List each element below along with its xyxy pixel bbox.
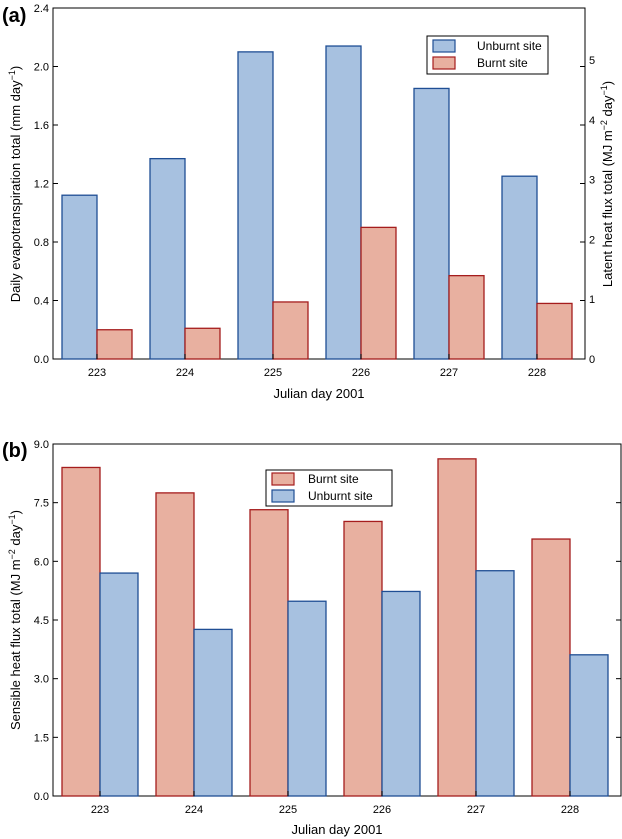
panel-a-bar-unburnt-site-227: [413, 87, 450, 360]
panel-a-legend: Unburnt site Burnt site: [426, 35, 549, 75]
panel-a-bar-unburnt-site-226: [325, 45, 362, 360]
panel-a-bar-burnt-site-225: [272, 301, 309, 360]
panel-b-legend-swatch-burnt: [271, 472, 295, 486]
panel-a-y2-tick-label: 4: [589, 115, 595, 127]
panel-b-bar-unburnt-site-224: [193, 628, 233, 797]
panel-a-bar-burnt-site-227: [448, 274, 485, 360]
panel-b-legend: Burnt site Unburnt site: [265, 469, 393, 507]
panel-a-x-ticks: 223 224 225 226 227 228: [88, 354, 546, 379]
panel-b-bar-burnt-site-223: [61, 466, 101, 797]
panel-b-legend-swatch-unburnt: [271, 489, 295, 503]
panel-b-x-tick-label: 226: [373, 804, 391, 816]
panel-a-bar-burnt-site-224: [184, 327, 221, 360]
panel-a-y-tick-label: 2.0: [34, 62, 49, 74]
panel-b-x-tick-label: 225: [279, 804, 297, 816]
panel-b-label: (b): [2, 440, 28, 462]
panel-a-legend-swatch-burnt: [432, 56, 456, 70]
panel-a-bar-burnt-site-226: [360, 226, 397, 360]
panel-a-bar-unburnt-site-225: [237, 51, 274, 360]
panel-b-x-ticks: 223 224 225 226 227 228: [91, 791, 579, 816]
panel-a-y2-tick-label: 3: [589, 175, 595, 187]
panel-b-y-tick-label: 7.5: [34, 498, 49, 510]
panel-b-y-ticks: 0.0 1.5 3.0 4.5 6.0 7.5 9.0: [34, 439, 621, 803]
panel-a-y-axis-label: Daily evapotranspiration total (mm day−1…: [7, 66, 23, 302]
panel-b-bar-unburnt-site-228: [569, 654, 609, 797]
panel-b-bar-burnt-site-226: [343, 520, 383, 797]
panel-a-y-tick-label: 1.6: [34, 120, 49, 132]
panel-a-bar-unburnt-site-228: [501, 175, 538, 360]
panel-a-y-tick-label: 0.8: [34, 237, 49, 249]
panel-b-bar-burnt-site-224: [155, 492, 195, 797]
panel-b-bars: [61, 458, 609, 797]
panel-a-legend-label-burnt: Burnt site: [477, 56, 528, 70]
panel-b-bar-burnt-site-228: [531, 538, 571, 797]
panel-a-y-tick-label: 0.4: [34, 296, 49, 308]
panel-b-bar-unburnt-site-227: [475, 570, 515, 797]
panel-a-x-axis-label: Julian day 2001: [273, 386, 364, 401]
panel-b-legend-label-burnt: Burnt site: [308, 472, 359, 486]
panel-b-y-tick-label: 4.5: [34, 615, 49, 627]
panel-a-legend-label-unburnt: Unburnt site: [477, 39, 542, 53]
panel-a-x-tick-label: 227: [440, 367, 458, 379]
panel-a-x-tick-label: 223: [88, 367, 106, 379]
panel-a-bar-unburnt-site-224: [149, 157, 186, 360]
panel-b-bar-burnt-site-225: [249, 509, 289, 797]
panel-b-bar-unburnt-site-225: [287, 600, 327, 797]
panel-a-bar-burnt-site-228: [536, 302, 573, 360]
panel-a-legend-swatch-unburnt: [432, 39, 456, 53]
panel-a-bar-unburnt-site-223: [61, 194, 98, 360]
panel-b-x-tick-label: 223: [91, 804, 109, 816]
panel-a-y2-ticks: 0 1 2 3 4 5: [589, 55, 595, 366]
panel-a-label: (a): [2, 5, 26, 27]
panel-b: (b) 0.01.53.04.56.07.59.0 223 224 225 226 22…: [2, 439, 622, 837]
panel-a-y2-tick-label: 5: [589, 55, 595, 67]
panel-b-x-axis-label: Julian day 2001: [291, 822, 382, 837]
panel-a-y-tick-label: 1.2: [34, 179, 49, 191]
panel-a-y-tick-label: 2.4: [34, 3, 49, 15]
panel-b-x-tick-label: 228: [561, 804, 579, 816]
panel-a-bars: [61, 45, 573, 360]
panel-b-legend-label-unburnt: Unburnt site: [308, 489, 373, 503]
panel-a-bar-burnt-site-223: [96, 329, 133, 360]
panel-a-y-ticks: 0.0 0.4 0.8 1.2 1.6 2.0 2.4: [34, 3, 585, 366]
panel-b-y-axis-label: Sensible heat flux total (MJ m−2 day−1): [7, 510, 23, 730]
panel-b-y-tick-label: 3.0: [34, 674, 49, 686]
panel-a-y2-tick-label: 2: [589, 234, 595, 246]
panel-b-y-tick-label: 1.5: [34, 732, 49, 744]
panel-a-x-tick-label: 224: [176, 367, 194, 379]
panel-a-y2-axis-label: Latent heat flux total (MJ m−2 day−1): [599, 81, 615, 287]
panel-a-y2-tick-label: 0: [589, 354, 595, 366]
panel-a-x-tick-label: 225: [264, 367, 282, 379]
panel-b-bar-unburnt-site-226: [381, 590, 421, 797]
panel-b-bar-unburnt-site-223: [99, 572, 139, 797]
panel-a-x-tick-label: 228: [528, 367, 546, 379]
panel-b-y-tick-label: 9.0: [34, 439, 49, 451]
panel-a-y2-tick-label: 1: [589, 294, 595, 306]
panel-b-x-tick-label: 227: [467, 804, 485, 816]
panel-b-x-tick-label: 224: [185, 804, 203, 816]
panel-b-y-tick-label: 0.0: [34, 791, 49, 803]
panel-a-y-tick-label: 0.0: [34, 354, 49, 366]
panel-b-bar-burnt-site-227: [437, 458, 477, 797]
panel-a-x-tick-label: 226: [352, 367, 370, 379]
panel-b-y-tick-label: 6.0: [34, 556, 49, 568]
